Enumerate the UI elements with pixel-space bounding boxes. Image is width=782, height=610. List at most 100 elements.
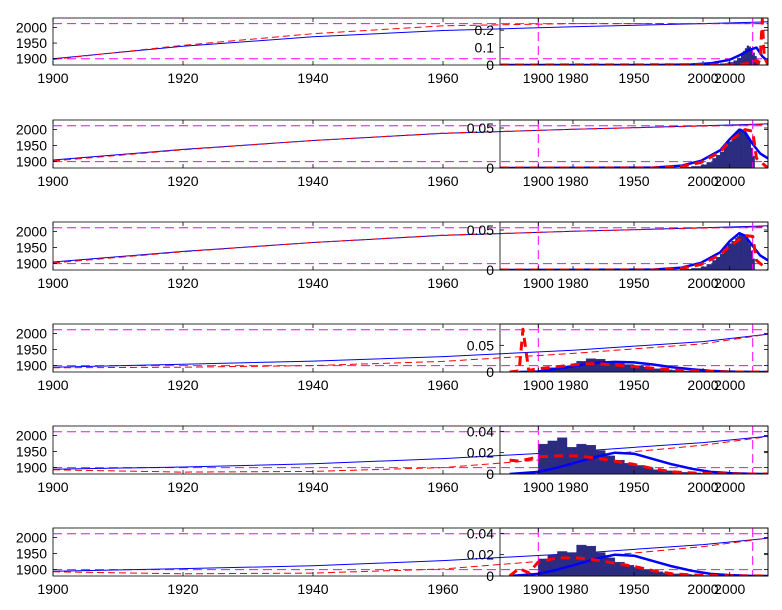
- histogram-bar: [733, 60, 738, 65]
- empirical-series-line: [53, 436, 768, 473]
- y-tick-label: 0.04: [467, 423, 494, 439]
- x-tick-label: 1950: [618, 70, 649, 86]
- x-tick-label: 2000: [687, 173, 718, 189]
- x-tick-label: 2000: [687, 479, 718, 495]
- panel-right-4: 1900 1950 2000 0 0.05: [467, 323, 769, 393]
- y-tick-label: 0.05: [467, 120, 494, 136]
- empirical-series-line: [53, 124, 768, 162]
- histogram-bar: [742, 235, 746, 270]
- x-tick-label: 1900: [523, 581, 554, 597]
- y-tick-label: 2000: [16, 326, 47, 342]
- histogram-bar: [741, 234, 744, 270]
- x-tick-label: 1980: [557, 173, 588, 189]
- histogram-bar: [746, 135, 750, 168]
- x-tick-label: 2000: [714, 581, 745, 597]
- y-tick-label: 0.2: [475, 22, 495, 38]
- plot-area: [53, 225, 768, 265]
- y-tick-label: 0: [486, 262, 494, 278]
- x-tick-label: 1980: [557, 275, 588, 291]
- y-tick-label: 0.05: [467, 222, 494, 238]
- y-tick-label: 1950: [16, 546, 47, 562]
- x-tick-label: 1920: [167, 275, 198, 291]
- histogram-bar: [716, 154, 721, 168]
- x-tick-label: 2000: [714, 479, 745, 495]
- y-tick-label: 2000: [16, 530, 47, 546]
- histogram-bar: [748, 139, 751, 168]
- x-tick-label: 2000: [714, 173, 745, 189]
- y-tick-label: 1950: [16, 342, 47, 358]
- x-tick-label: 2000: [714, 377, 745, 393]
- x-tick-label: 2000: [687, 377, 718, 393]
- histogram-bar: [706, 162, 713, 168]
- histogram-bar: [719, 151, 725, 168]
- plot-area: [509, 426, 768, 474]
- y-tick-label: 1950: [16, 240, 47, 256]
- histogram-bar: [719, 253, 725, 270]
- x-tick-label: 1950: [618, 581, 649, 597]
- y-tick-label: 1950: [16, 35, 47, 51]
- histogram-bar: [566, 447, 577, 474]
- y-tick-label: 1900: [16, 256, 47, 272]
- plot-area: [508, 528, 768, 576]
- y-tick-label: 2000: [16, 428, 47, 444]
- model-series-line: [53, 435, 768, 470]
- y-tick-label: 0.02: [467, 547, 494, 563]
- y-tick-label: 0.04: [467, 525, 494, 541]
- y-tick-label: 2000: [16, 224, 47, 240]
- y-tick-label: 0.02: [467, 445, 494, 461]
- x-tick-label: 1900: [37, 377, 68, 393]
- plot-area: [53, 431, 768, 473]
- x-tick-label: 1960: [427, 581, 458, 597]
- histogram-bar: [731, 240, 736, 270]
- panel-right-2: 1900 1950 2000 0 0.05: [467, 119, 769, 189]
- y-tick-label: 0: [486, 160, 494, 176]
- histogram-bar: [744, 236, 748, 270]
- histogram-bar: [712, 260, 717, 270]
- histogram-bar: [624, 565, 635, 576]
- x-tick-label: 1920: [167, 173, 198, 189]
- empirical-series-line: [500, 128, 768, 168]
- x-tick-label: 1900: [523, 377, 554, 393]
- y-tick-label: 1900: [16, 460, 47, 476]
- plot-area: [53, 123, 768, 163]
- histogram-bar: [557, 551, 568, 576]
- x-tick-label: 1980: [557, 377, 588, 393]
- histogram-bar: [744, 132, 748, 168]
- x-tick-label: 1960: [427, 70, 458, 86]
- x-tick-label: 1900: [523, 275, 554, 291]
- x-tick-label: 1920: [167, 70, 198, 86]
- x-tick-label: 2000: [714, 70, 745, 86]
- panel-right-6: 1900 1950 2000 0 0.02 0.04: [467, 525, 769, 597]
- histogram-bar: [748, 244, 751, 270]
- panel-right-1: 1900 1950 2000 00.1 0.2: [475, 17, 769, 86]
- y-tick-label: 1900: [16, 154, 47, 170]
- plot-area: [53, 21, 768, 60]
- plot-area: [53, 533, 768, 575]
- plot-area: [500, 222, 768, 270]
- y-tick-label: 1950: [16, 444, 47, 460]
- histogram-bar: [706, 264, 713, 270]
- x-tick-label: 1940: [297, 377, 328, 393]
- x-tick-label: 1940: [297, 581, 328, 597]
- empirical-series-line: [509, 327, 768, 372]
- x-tick-label: 1950: [618, 479, 649, 495]
- x-tick-label: 1900: [523, 479, 554, 495]
- histogram-bar: [700, 266, 707, 270]
- y-tick-label: 0: [486, 466, 494, 482]
- y-tick-label: 1950: [16, 138, 47, 154]
- x-tick-label: 1900: [37, 581, 68, 597]
- empirical-series-line: [53, 333, 768, 369]
- model-series-line: [53, 225, 768, 263]
- y-tick-label: 2000: [16, 122, 47, 138]
- x-tick-label: 1920: [167, 479, 198, 495]
- panel-right-5: 1900 1950 2000 0 0.02 0.04: [467, 423, 769, 495]
- histogram-bar: [742, 130, 746, 168]
- x-tick-label: 1950: [618, 275, 649, 291]
- histogram-bar: [712, 158, 717, 168]
- x-tick-label: 1900: [37, 479, 68, 495]
- empirical-series-line: [53, 537, 768, 575]
- x-tick-label: 1980: [557, 70, 588, 86]
